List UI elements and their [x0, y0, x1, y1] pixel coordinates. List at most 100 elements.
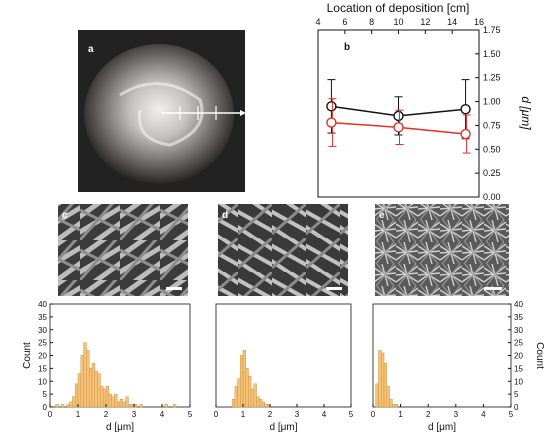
y-tick-label: 35: [514, 313, 523, 322]
panel-e-sem: e: [375, 204, 509, 296]
histogram-bar: [55, 404, 59, 408]
histogram-bar: [234, 386, 238, 408]
panel-c-sem: c: [58, 204, 188, 296]
x-axis-title: d [μm]: [428, 422, 456, 433]
histogram-bar: [231, 399, 236, 408]
y-tick-label: 40: [514, 300, 523, 309]
histogram-bar: [69, 401, 73, 408]
x-tick-label: 0: [48, 410, 53, 419]
plot-frame: [49, 303, 191, 408]
histogram-bar: [381, 352, 385, 408]
panel-label-b: b: [344, 42, 350, 53]
histogram-bar: [164, 404, 168, 408]
x-tick-label: 4: [315, 17, 320, 27]
x-tick-label: 16: [474, 17, 484, 27]
histogram-bar: [83, 342, 87, 408]
y-tick-label: 0.25: [483, 168, 501, 178]
histogram-bar: [394, 404, 399, 408]
histogram-bar: [111, 396, 115, 408]
data-point: [460, 128, 471, 140]
x-tick-label: 10: [393, 17, 403, 27]
sem-image-e: [375, 204, 509, 296]
histogram-bar: [97, 373, 101, 408]
y-tick-label: 30: [514, 326, 523, 335]
histogram-bar: [237, 378, 241, 408]
x-tick-label: 3: [454, 410, 459, 419]
y-tick-label: 15: [38, 364, 47, 373]
x-tick-label: 5: [188, 410, 193, 419]
data-point: [326, 101, 337, 112]
panel-label-a: a: [88, 44, 94, 55]
x-tick-label: 3: [295, 410, 300, 419]
y-tick-label: 20: [514, 352, 523, 361]
swirl-pattern: [119, 82, 204, 147]
x-tick-label: 1: [398, 410, 403, 419]
scale-bar: [166, 287, 182, 290]
y-tick-label: 15: [514, 364, 523, 373]
x-tick-label: 0: [214, 410, 219, 419]
data-point: [460, 104, 471, 115]
histogram-bar: [119, 399, 124, 408]
x-axis-title: Location of deposition [cm]: [327, 1, 470, 15]
y-tick-label: 1.50: [483, 49, 501, 59]
x-tick-label: 4: [322, 410, 327, 419]
x-tick-label: 6: [342, 17, 347, 27]
x-tick-label: 2: [104, 410, 109, 419]
x-axis-title: d [μm]: [270, 422, 298, 433]
plot-frame: [215, 303, 352, 408]
y-axis-title: d [μm]: [519, 96, 533, 130]
panel-a-photo: a: [78, 30, 246, 192]
histogram-bar: [389, 399, 393, 408]
histogram-bar: [242, 350, 246, 408]
histogram-bar: [383, 362, 388, 408]
histogram-bar: [108, 393, 112, 408]
y-axis-title: Count: [22, 342, 33, 369]
y-tick-label: 1.25: [483, 73, 501, 83]
y-tick-label: 5: [43, 390, 48, 399]
panel-b-chart: Location of deposition [cm] b d [μm] 4 6 8…: [315, 1, 533, 202]
sem-image-c: [58, 204, 188, 296]
histogram-bar: [91, 362, 96, 408]
plot-frame: [372, 303, 512, 408]
y-tick-label: 1.00: [483, 97, 501, 107]
y-tick-label: 0: [514, 403, 519, 412]
histogram-bar: [128, 404, 132, 408]
data-point: [393, 110, 404, 122]
scale-bar: [484, 287, 502, 290]
histogram-bar: [392, 404, 396, 408]
y-tick-label: 5: [514, 390, 519, 399]
histogram-bar: [116, 401, 121, 408]
y-tick-label: 20: [38, 352, 47, 361]
histogram-bar: [264, 404, 268, 408]
y-tick-label: 25: [514, 339, 523, 348]
x-tick-label: 4: [481, 410, 486, 419]
x-tick-label: 4: [160, 410, 165, 419]
histogram-bar: [105, 386, 110, 408]
histogram-bar: [253, 383, 257, 408]
histogram-bar: [375, 383, 379, 408]
histogram-bar: [386, 386, 390, 408]
y-tick-label: 10: [514, 377, 523, 386]
histogram-bar: [258, 399, 263, 408]
histogram-bar: [60, 404, 65, 408]
y-tick-label: 0.50: [483, 144, 501, 154]
y-tick-label: 0: [43, 403, 48, 412]
histogram-c: 0 1 2 3 4 5 d [μm] 0 5 10 15 20 25 30 35 40 Count: [22, 300, 193, 433]
histogram-bar: [172, 404, 177, 408]
y-axis-title: Count: [534, 342, 545, 369]
histogram-bar: [125, 396, 129, 408]
x-tick-label: 5: [509, 410, 514, 419]
panel-label-e: e: [379, 210, 385, 221]
panel-d-sem: d: [218, 204, 348, 296]
histogram-bar: [114, 393, 118, 408]
y-tick-label: 25: [38, 339, 47, 348]
histogram-bar: [100, 386, 104, 408]
histogram-bar: [248, 375, 252, 408]
histogram-bar: [72, 396, 76, 408]
x-tick-label: 1: [76, 410, 81, 419]
histogram-bar: [245, 368, 249, 408]
y-tick-label: 0.00: [483, 192, 501, 202]
x-tick-label: 12: [420, 17, 430, 27]
histogram-bar: [80, 355, 84, 408]
